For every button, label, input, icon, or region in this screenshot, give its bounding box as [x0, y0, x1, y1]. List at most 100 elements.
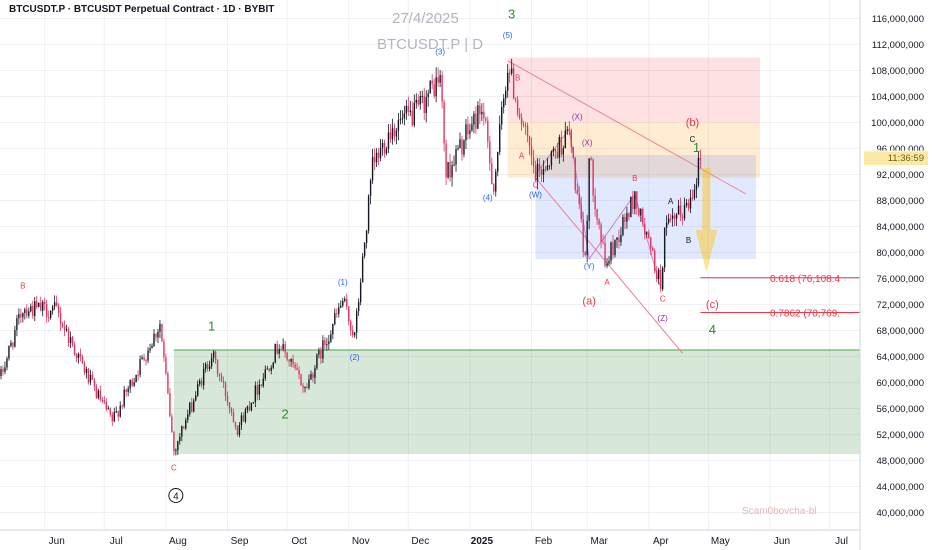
candle-body	[506, 72, 509, 91]
target-zone-red	[507, 57, 761, 123]
candle-body	[51, 306, 54, 311]
candle-body	[612, 242, 614, 256]
candle-body	[200, 380, 203, 386]
wave-label: C	[690, 135, 696, 144]
candle-body	[344, 298, 346, 301]
candle-body	[657, 269, 660, 280]
candle-body	[656, 270, 658, 280]
candle-body	[640, 208, 642, 216]
candle-body	[193, 400, 195, 412]
candle-body	[173, 431, 175, 452]
candle-body	[342, 300, 344, 306]
candle-body	[99, 390, 102, 400]
candle-body	[63, 326, 66, 331]
candle-body	[83, 363, 86, 373]
candle-body	[455, 149, 457, 165]
candle-body	[397, 120, 400, 131]
x-tick-label: May	[711, 536, 730, 547]
candle-body	[441, 74, 443, 102]
candle-body	[230, 408, 233, 413]
candle-body	[8, 346, 10, 359]
candle-body	[133, 382, 135, 386]
candle-body	[371, 156, 374, 181]
candle-body	[123, 389, 125, 407]
candle-body	[161, 323, 163, 342]
x-tick-label: Jun	[774, 536, 790, 547]
candle-body	[46, 303, 48, 318]
candle-body	[663, 227, 666, 268]
candle-body	[550, 151, 553, 166]
candle-body	[328, 341, 330, 345]
wave-zigzag-line	[535, 127, 662, 289]
candle-body	[534, 166, 537, 181]
candle-body	[268, 368, 270, 371]
wave-label: (5)	[503, 31, 513, 40]
candle-body	[42, 301, 44, 311]
y-tick-label: 60,000,000	[876, 378, 924, 389]
candle-body	[425, 97, 427, 114]
candle-body	[393, 128, 396, 137]
candle-body	[401, 118, 404, 120]
candle-body	[204, 364, 207, 369]
candle-body	[246, 406, 249, 410]
candle-body	[157, 331, 159, 338]
candle-body	[272, 362, 274, 368]
candle-body	[453, 164, 455, 166]
wave-label: A	[604, 278, 610, 287]
candle-body	[479, 105, 481, 115]
candle-body	[97, 390, 100, 398]
candle-body	[439, 74, 441, 83]
candle-body	[590, 158, 592, 160]
candle-body	[274, 343, 276, 363]
candle-body	[634, 191, 636, 209]
candle-body	[248, 406, 251, 411]
candle-body	[350, 321, 352, 331]
candle-body	[383, 142, 386, 154]
candle-body	[375, 152, 378, 163]
x-tick-label: Sep	[231, 536, 249, 547]
candle-body	[81, 356, 84, 364]
wave-label: B	[515, 73, 520, 82]
candle-body	[121, 405, 123, 407]
candle-body	[187, 414, 189, 421]
candle-body	[564, 130, 567, 149]
candle-body	[38, 302, 40, 307]
candle-body	[242, 415, 245, 422]
candle-body	[6, 358, 8, 368]
candle-body	[459, 139, 461, 149]
candle-body	[218, 373, 221, 377]
candle-body	[332, 324, 334, 335]
candle-body	[697, 157, 700, 185]
candle-body	[487, 120, 489, 142]
y-tick-label: 64,000,000	[876, 352, 924, 363]
candle-body	[77, 353, 80, 358]
candle-body	[222, 380, 225, 383]
candle-body	[654, 250, 656, 271]
candle-body	[586, 220, 588, 256]
candle-body	[558, 136, 561, 158]
candle-body	[608, 260, 610, 264]
candle-body	[381, 142, 384, 148]
candle-body	[568, 129, 570, 131]
candle-body	[359, 282, 362, 303]
candle-body	[316, 354, 318, 369]
candle-body	[691, 197, 694, 199]
candle-body	[169, 393, 171, 417]
candle-body	[433, 84, 435, 97]
candle-body	[648, 232, 650, 238]
wave-label: 1	[208, 319, 215, 334]
candle-body	[355, 311, 358, 333]
fib-level-label-1: 0.7862 (70,769.	[770, 309, 840, 320]
candle-body	[379, 147, 382, 158]
candle-body	[369, 180, 372, 196]
fib-level-label-0: 0.618 (76,108.4	[770, 274, 840, 285]
candle-body	[214, 351, 217, 361]
candle-body	[624, 217, 626, 222]
candle-body	[270, 367, 272, 371]
wave-label: A	[519, 151, 525, 160]
candle-body	[385, 148, 388, 154]
candle-body	[199, 380, 201, 385]
candle-body	[415, 99, 417, 103]
